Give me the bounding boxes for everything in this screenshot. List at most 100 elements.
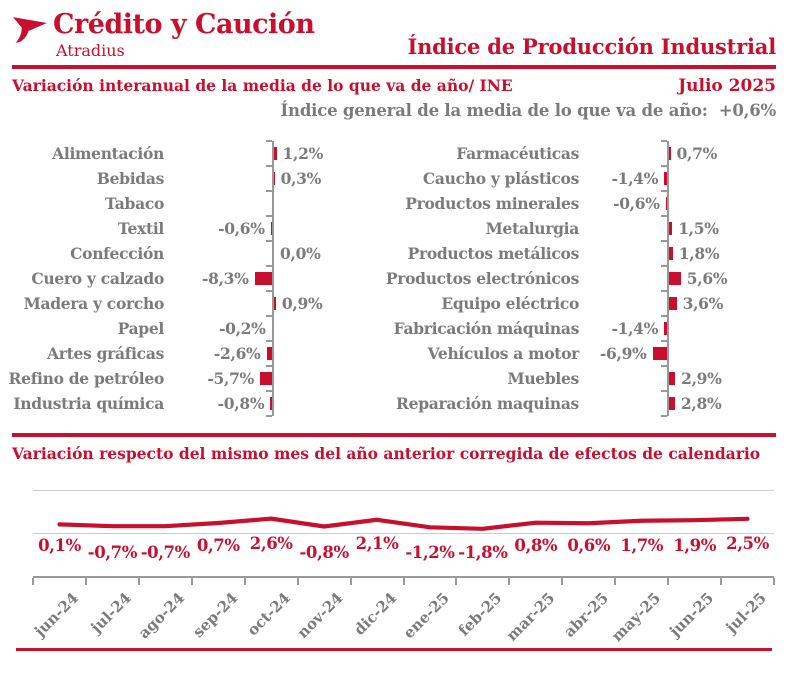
negative-zone: -8,3% (164, 266, 272, 291)
category-label: Vehículos a motor (427, 343, 580, 363)
negative-zone (164, 166, 272, 191)
point-value-label: 0,8% (514, 535, 558, 555)
category-label: Papel (117, 318, 165, 338)
category-label: Productos electrónicos (385, 268, 579, 288)
value-bar (652, 346, 667, 360)
month-label-cell: jul-25 (721, 584, 774, 637)
positive-zone (272, 365, 387, 391)
category-label: Farmacéuticas (456, 143, 579, 163)
negative-zone: -5,7% (164, 366, 272, 391)
value-bar (274, 296, 276, 310)
value-bar (664, 321, 667, 335)
bar-value-label: -6,9% (599, 343, 647, 363)
bar-row: Equipo eléctrico 3,6% (401, 289, 776, 316)
bar-value-label: -2,6% (213, 343, 261, 363)
x-axis-tick (402, 577, 405, 585)
month-label: dic-24 (349, 588, 400, 639)
point-value-label: 0,6% (567, 535, 611, 555)
bar-row: Bebidas 0,3% (12, 164, 387, 191)
section-interannual-title: Variación interanual de la media de lo q… (12, 75, 513, 95)
general-index-note: Índice general de la media de lo que va … (280, 100, 777, 120)
point-value-label: 2,1% (355, 533, 399, 553)
bar-row: Papel -0,2% (12, 314, 387, 341)
positive-zone (272, 390, 387, 416)
x-axis-tick (137, 577, 140, 585)
value-bar (669, 371, 676, 385)
bar-value-label: 0,7% (676, 143, 718, 163)
positive-zone: 2,9% (667, 365, 776, 391)
value-bar (270, 396, 272, 410)
value-labels-row: 0,1% -0,7% -0,7% 0,7% 2,6% -0,8% 2,1% -1,2% -1,8… (33, 533, 774, 562)
negative-zone: -6,9% (579, 341, 667, 366)
positive-zone: 3,6% (667, 290, 776, 316)
bar-row: Madera y corcho 0,9% (12, 289, 387, 316)
negative-zone (579, 241, 667, 266)
category-label: Muebles (507, 368, 579, 388)
bar-row: Confección 0,0% (12, 239, 387, 266)
positive-zone: 0,9% (272, 290, 387, 316)
month-label-cell: dic-24 (350, 584, 404, 639)
bar-row: Refino de petróleo -5,7% (9, 364, 387, 391)
category-label: Industria química (13, 393, 164, 413)
negative-zone (164, 241, 272, 266)
section-interannual-header: Variación interanual de la media de lo q… (12, 76, 776, 96)
x-axis-tick (243, 577, 246, 585)
negative-zone: -0,6% (164, 216, 272, 241)
month-label-cell: may-25 (608, 584, 668, 645)
category-label: Productos minerales (405, 193, 579, 213)
month-label-cell: ene-25 (400, 584, 456, 642)
month-label: jul-25 (722, 588, 771, 637)
point-value-label: -1,2% (405, 542, 455, 562)
month-labels-row: jun-24 jul-24 ago-24 sep-24 oct-24 nov-24 dic-… (31, 584, 774, 645)
negative-zone (579, 366, 667, 391)
x-axis-tick (667, 577, 670, 585)
bar-row: Artes gráficas -2,6% (12, 339, 387, 366)
bar-row: Metalurgia 1,5% (401, 214, 776, 241)
month-label: nov-24 (293, 588, 347, 642)
category-label: Caucho y plásticos (422, 168, 579, 188)
negative-zone (579, 266, 667, 291)
negative-zone (579, 291, 667, 316)
positive-zone: 1,2% (272, 140, 387, 166)
positive-zone: 2,8% (667, 390, 776, 416)
value-bar (274, 146, 277, 160)
month-label: jun-25 (666, 588, 718, 640)
bar-value-label: 0,9% (281, 293, 323, 313)
bar-value-label: 5,6% (686, 268, 728, 288)
positive-zone (272, 315, 387, 341)
section-monthly-title: Variación respecto del mismo mes del año… (12, 443, 761, 463)
month-label-cell: jun-24 (31, 584, 86, 640)
x-axis-tick (32, 577, 34, 585)
value-bar (664, 171, 667, 185)
top-red-rule (12, 64, 776, 69)
category-label: Artes gráficas (47, 343, 164, 363)
bar-value-label: 2,9% (681, 368, 722, 388)
bar-row: Productos metálicos 1,8% (401, 239, 776, 266)
positive-zone (667, 340, 776, 366)
value-bar (669, 271, 681, 285)
value-bar (260, 371, 272, 385)
bar-value-label: 1,2% (282, 143, 324, 163)
month-label: ene-25 (399, 588, 453, 642)
month-label: feb-25 (454, 588, 506, 640)
value-bar (669, 221, 673, 235)
bar-row: Vehículos a motor -6,9% (401, 339, 776, 366)
positive-zone: 1,5% (667, 215, 776, 241)
bar-value-label: 0,0% (280, 243, 321, 263)
category-label: Tabaco (105, 193, 164, 213)
line-series-svg (57, 516, 750, 531)
bird-logo-icon (13, 17, 47, 43)
bar-panel-left: Alimentación 1,2% Bebidas 0,3% Tabaco Textil -… (9, 139, 387, 417)
bar-value-label: 3,6% (682, 293, 724, 313)
point-value-label: 0,7% (196, 535, 240, 555)
bar-row: Reparación maquinas 2,8% (396, 389, 776, 416)
bar-row: Tabaco (12, 189, 387, 216)
page-header: Crédito y Caución Atradius Índice de Pro… (12, 8, 776, 60)
positive-zone: 5,6% (667, 265, 776, 291)
x-axis (32, 575, 775, 585)
brand-logo: Crédito y Caución Atradius (12, 8, 315, 60)
month-label: may-25 (608, 588, 665, 645)
month-label: ago-24 (134, 588, 189, 642)
category-label: Metalurgia (485, 218, 580, 238)
negative-zone: -0,6% (579, 191, 667, 216)
